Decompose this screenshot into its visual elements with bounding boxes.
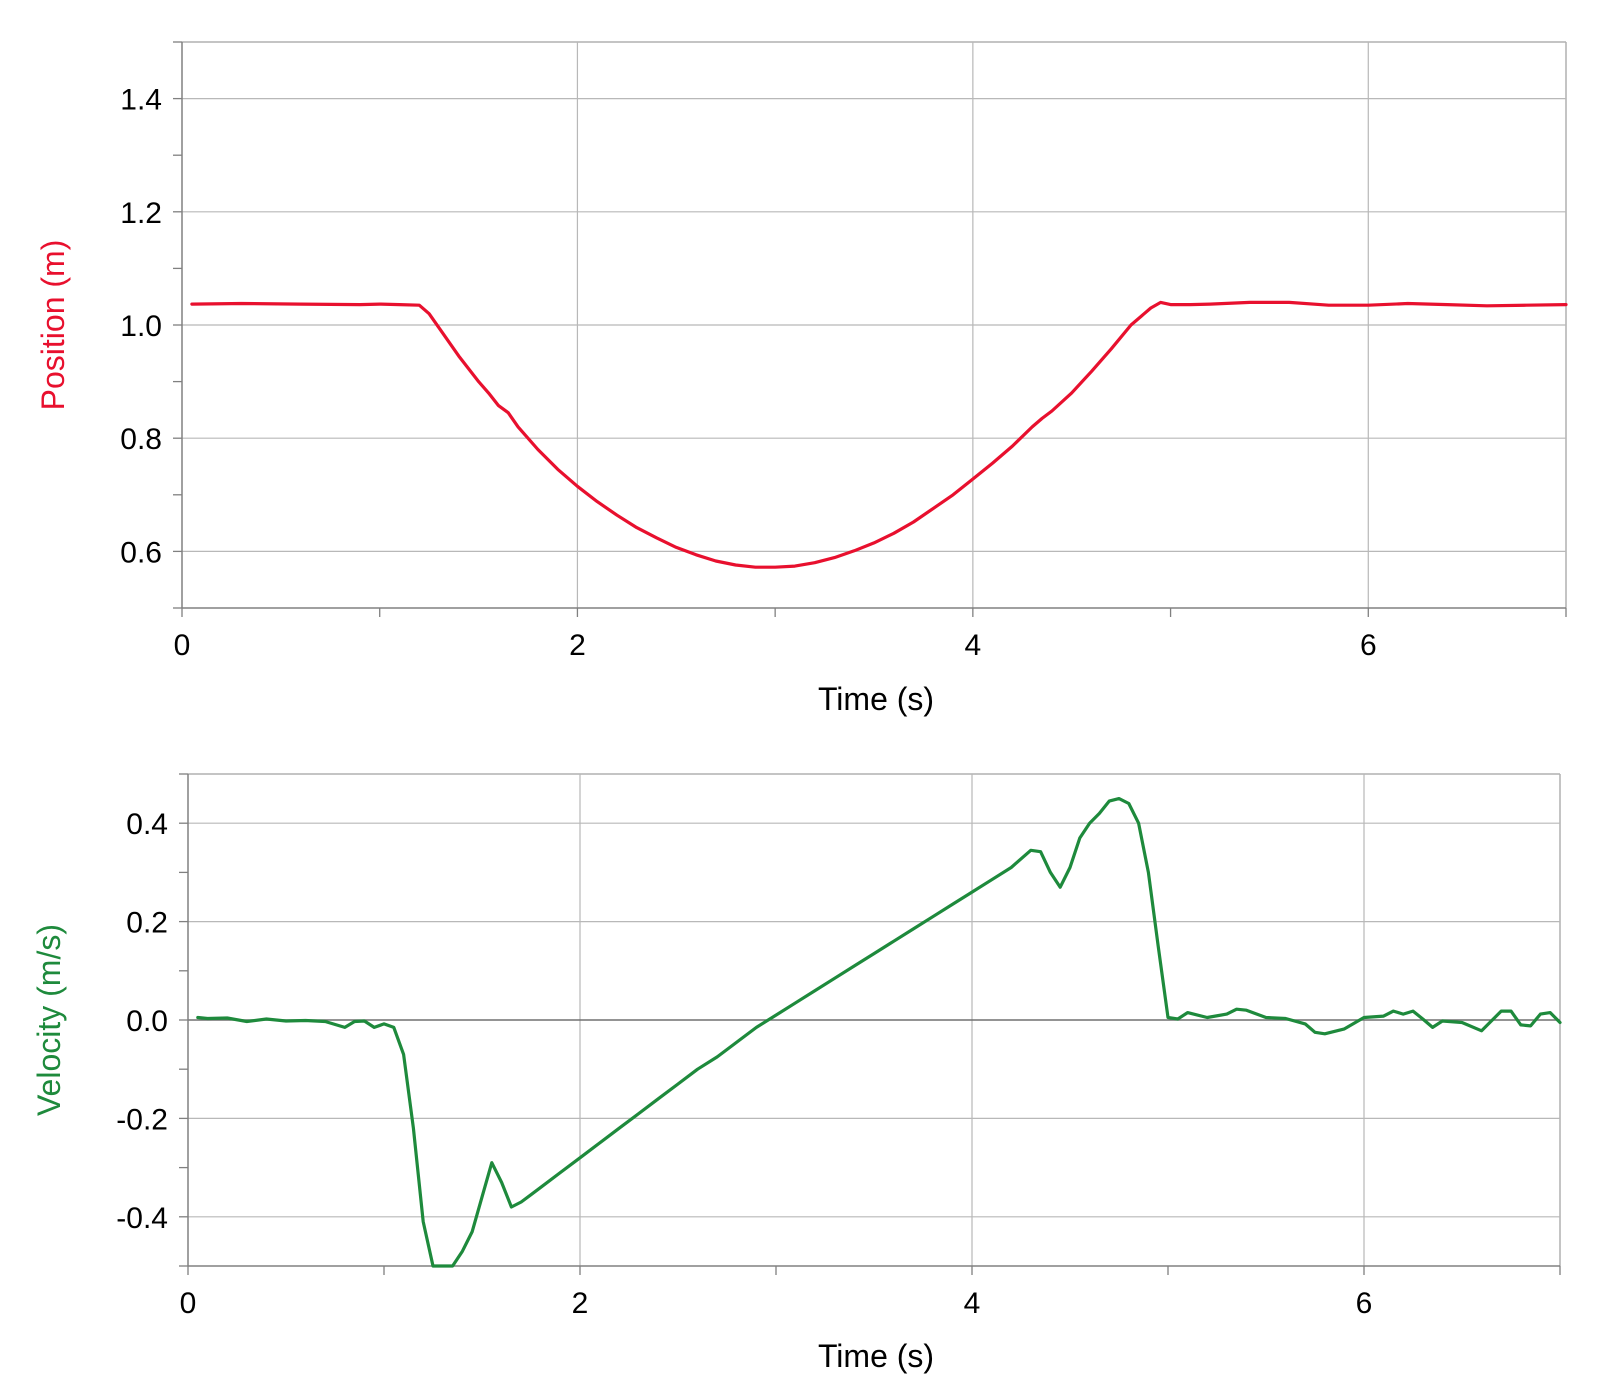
position-y-tick-label: 0.6 [120, 536, 162, 569]
velocity-y-tick-label: 0.0 [126, 1005, 168, 1038]
velocity-x-tick-label: 4 [964, 1287, 981, 1320]
position-x-tick-label: 4 [965, 629, 982, 662]
position-y-tick-label: 0.8 [120, 423, 162, 456]
velocity-y-tick-label: 0.4 [126, 808, 168, 841]
velocity-y-tick-label: -0.2 [116, 1103, 168, 1136]
position-x-tick-label: 2 [569, 629, 586, 662]
velocity-series-line [196, 796, 1562, 1268]
position-series-line [190, 300, 1568, 569]
position-y-tick-label: 1.4 [120, 84, 162, 117]
velocity-x-tick-label: 6 [1356, 1287, 1373, 1320]
position-y-tick-label: 1.2 [120, 197, 162, 230]
position-x-tick-label: 6 [1360, 629, 1377, 662]
velocity-y-tick-label: -0.4 [116, 1202, 168, 1235]
velocity-y-tick-label: 0.2 [126, 907, 168, 940]
position-y-tick-label: 1.0 [120, 310, 162, 343]
velocity-x-axis-title: Time (s) [818, 1338, 934, 1374]
position-y-axis-title: Position (m) [35, 240, 71, 411]
velocity-chart: -0.4 -0.2 0.0 0.2 0.4 0 2 4 6 Time (s) Velocity (m… [31, 773, 1562, 1374]
position-x-axis-title: Time (s) [818, 681, 934, 717]
velocity-x-tick-label: 2 [572, 1287, 589, 1320]
position-chart: 0.6 0.8 1.0 1.2 1.4 0 2 4 6 Time (s) Position (m) [35, 41, 1568, 717]
position-x-tick-label: 0 [174, 629, 191, 662]
velocity-x-tick-label: 0 [180, 1287, 197, 1320]
velocity-y-axis-title: Velocity (m/s) [31, 924, 67, 1116]
